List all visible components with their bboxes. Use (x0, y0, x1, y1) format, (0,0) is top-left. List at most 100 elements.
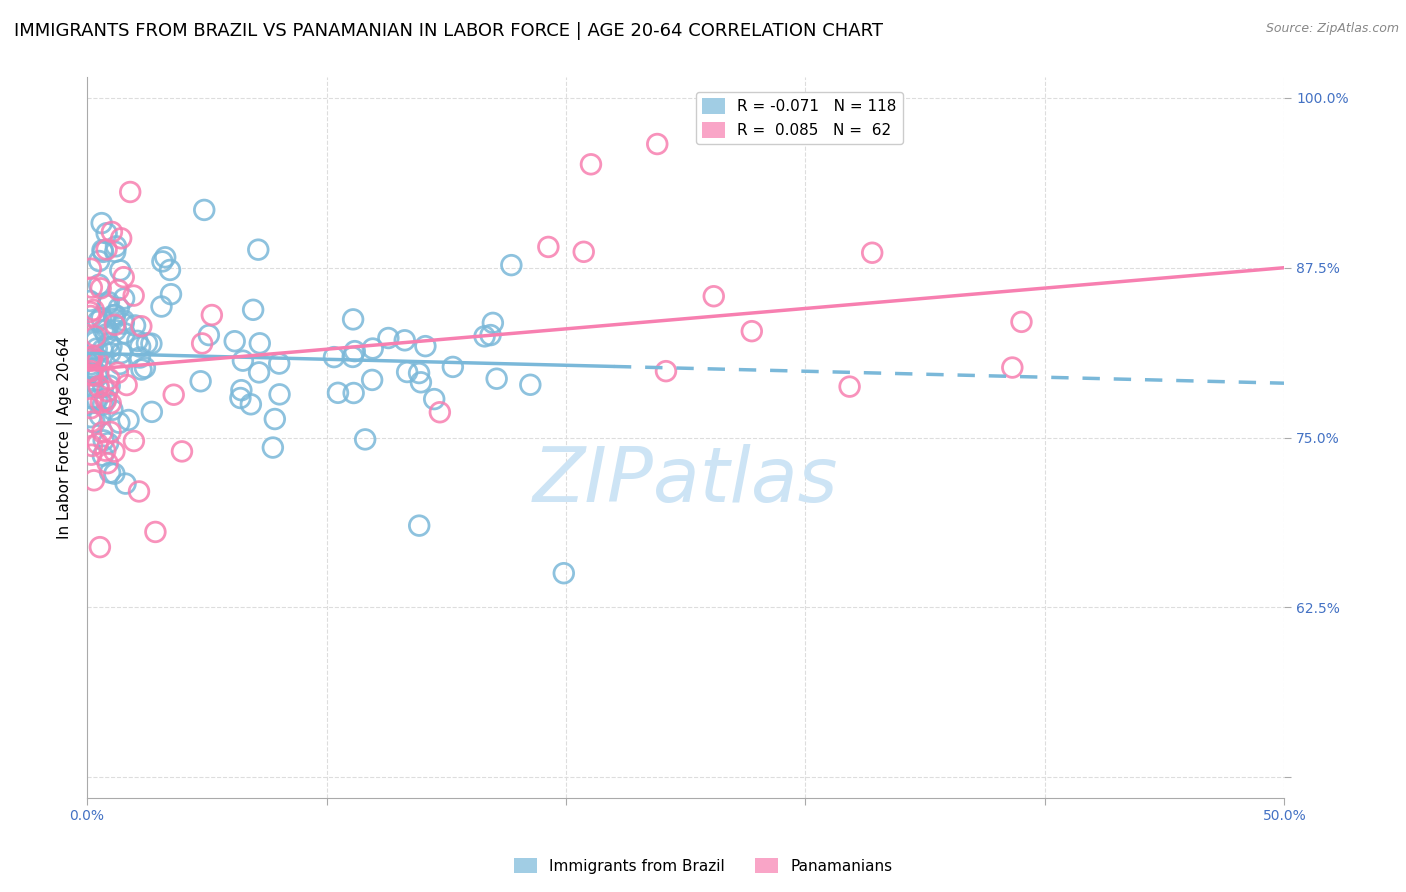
Point (80, 448, 103, 462)
Point (98, 466, 121, 480)
Point (191, 336, 214, 351)
Point (101, 402, 124, 417)
Point (114, 326, 136, 341)
Point (110, 263, 132, 277)
Point (655, 364, 678, 378)
Legend: Immigrants from Brazil, Panamanians: Immigrants from Brazil, Panamanians (508, 852, 898, 880)
Point (269, 357, 291, 371)
Point (323, 350, 346, 364)
Point (107, 283, 129, 297)
Point (141, 336, 163, 351)
Point (86, 393, 108, 408)
Point (91, 380, 114, 394)
Point (269, 387, 291, 401)
Point (94, 327, 117, 342)
Point (572, 244, 595, 259)
Point (79, 365, 101, 379)
Point (100, 339, 122, 353)
Point (79, 361, 101, 376)
Point (86, 436, 108, 450)
Point (94, 393, 117, 408)
Point (342, 350, 364, 364)
Point (86, 342, 108, 356)
Point (96, 322, 118, 336)
Point (537, 240, 560, 254)
Point (377, 331, 399, 345)
Point (104, 323, 127, 337)
Point (114, 476, 136, 491)
Point (90, 395, 112, 409)
Point (160, 287, 183, 301)
Point (150, 300, 173, 314)
Point (107, 366, 129, 380)
Point (396, 365, 419, 379)
Point (326, 385, 349, 400)
Point (91, 398, 114, 412)
Point (112, 292, 135, 306)
Point (361, 373, 384, 387)
Point (80, 415, 103, 429)
Point (97, 336, 120, 351)
Point (89, 540, 111, 554)
Point (82, 361, 104, 376)
Point (79, 309, 101, 323)
Point (441, 359, 464, 374)
Point (96, 226, 118, 240)
Point (342, 312, 364, 326)
Text: Source: ZipAtlas.com: Source: ZipAtlas.com (1265, 22, 1399, 36)
Point (98, 378, 121, 392)
Text: ZIPatlas: ZIPatlas (533, 444, 838, 517)
Point (1011, 315, 1033, 329)
Point (129, 340, 152, 354)
Point (82, 350, 104, 364)
Point (131, 362, 153, 376)
Point (247, 243, 270, 257)
Point (553, 566, 575, 581)
Point (501, 258, 523, 272)
Point (79, 351, 101, 365)
Point (84, 349, 107, 363)
Point (579, 157, 602, 171)
Point (97, 456, 120, 470)
Point (97, 298, 120, 312)
Point (80, 354, 103, 368)
Point (124, 318, 146, 333)
Point (394, 334, 416, 348)
Point (232, 353, 254, 368)
Point (98, 372, 121, 386)
Point (198, 328, 221, 343)
Point (80, 280, 103, 294)
Point (80, 364, 103, 378)
Point (409, 376, 432, 390)
Point (112, 270, 135, 285)
Point (242, 302, 264, 317)
Point (97, 436, 120, 450)
Point (145, 524, 167, 539)
Point (79, 305, 101, 319)
Point (408, 518, 430, 533)
Point (96, 384, 118, 399)
Point (247, 365, 270, 379)
Point (94, 392, 117, 406)
Text: IMMIGRANTS FROM BRAZIL VS PANAMANIAN IN LABOR FORCE | AGE 20-64 CORRELATION CHAR: IMMIGRANTS FROM BRAZIL VS PANAMANIAN IN … (14, 22, 883, 40)
Point (128, 484, 150, 499)
Point (84, 329, 107, 343)
Point (89, 277, 111, 292)
Point (229, 391, 252, 405)
Point (703, 289, 725, 303)
Point (479, 328, 502, 343)
Point (90, 216, 112, 230)
Point (104, 244, 127, 259)
Point (101, 225, 124, 239)
Point (80, 439, 103, 453)
Point (103, 467, 125, 481)
Point (115, 378, 138, 392)
Point (129, 351, 152, 365)
Point (91, 425, 114, 440)
Point (87, 353, 110, 368)
Point (423, 392, 446, 406)
Point (112, 317, 135, 331)
Point (89, 409, 111, 423)
Point (120, 185, 142, 199)
Point (80, 410, 103, 425)
